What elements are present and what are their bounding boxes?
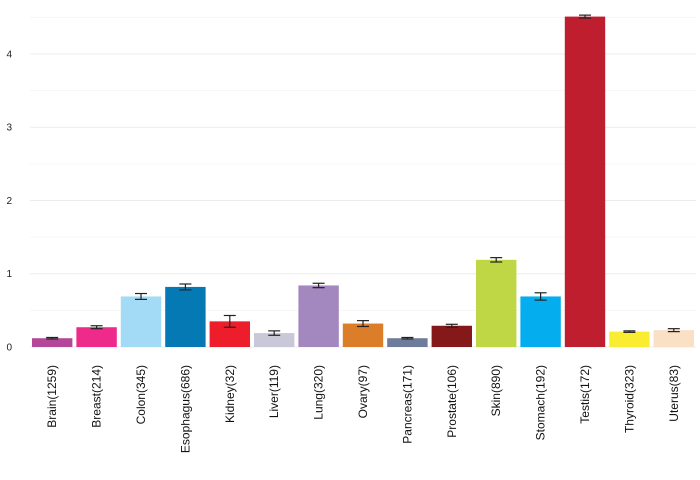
x-tick-label: Testis(172) xyxy=(578,365,592,424)
error-bar xyxy=(90,325,103,330)
bars xyxy=(31,16,695,348)
bar-esophagus xyxy=(165,286,206,347)
x-tick-label: Esophagus(686) xyxy=(178,365,192,453)
error-bar xyxy=(534,292,547,301)
y-tick-label: 3 xyxy=(6,123,12,134)
bar-stomach xyxy=(520,296,561,347)
error-bar xyxy=(579,14,591,19)
x-tick-label: Uterus(83) xyxy=(667,365,681,422)
x-tick-label: Colon(345) xyxy=(134,365,148,424)
bar-brain xyxy=(31,338,73,347)
error-bar xyxy=(268,330,281,336)
bar-lung xyxy=(298,285,339,347)
error-bar xyxy=(179,283,192,291)
bar-skin xyxy=(475,259,517,347)
bar-thyroid xyxy=(609,331,650,347)
error-bar xyxy=(357,320,369,328)
bar-prostate xyxy=(431,325,473,347)
error-bar xyxy=(135,292,147,300)
bar-breast xyxy=(76,327,117,347)
y-axis-ticks: 0 1 2 3 4 xyxy=(6,49,12,353)
x-tick-label: Thyroid(323) xyxy=(622,365,636,433)
x-tick-label: Prostate(106) xyxy=(445,365,459,438)
x-axis-labels: Brain(1259) Breast(214) Colon(345) Esophagu… xyxy=(45,365,681,453)
bar-uterus xyxy=(653,330,695,347)
x-tick-label: Pancreas(171) xyxy=(400,365,414,444)
y-tick-label: 0 xyxy=(6,343,12,354)
error-bar xyxy=(667,328,680,333)
bar-liver xyxy=(253,333,295,347)
error-bar xyxy=(46,336,59,340)
y-tick-label: 1 xyxy=(6,269,12,280)
x-tick-label: Brain(1259) xyxy=(45,365,59,428)
x-tick-label: Ovary(97) xyxy=(356,365,370,418)
x-tick-label: Breast(214) xyxy=(90,365,104,428)
bar-testis xyxy=(564,16,606,348)
error-bar xyxy=(623,330,636,333)
bar-ovary xyxy=(342,323,384,347)
x-tick-label: Liver(119) xyxy=(267,365,281,418)
error-bar xyxy=(401,336,414,340)
x-tick-label: Kidney(32) xyxy=(223,365,237,423)
x-tick-label: Lung(320) xyxy=(312,365,326,420)
x-tick-label: Stomach(192) xyxy=(534,365,548,440)
y-tick-label: 2 xyxy=(6,196,12,207)
bar-colon xyxy=(120,296,162,347)
x-tick-label: Skin(890) xyxy=(489,365,503,416)
error-bars xyxy=(46,14,680,340)
bar-pancreas xyxy=(387,338,428,347)
error-bar xyxy=(445,323,458,328)
error-bar xyxy=(490,257,503,263)
error-bar xyxy=(223,314,236,328)
y-tick-label: 4 xyxy=(6,49,12,60)
error-bar xyxy=(312,282,325,289)
